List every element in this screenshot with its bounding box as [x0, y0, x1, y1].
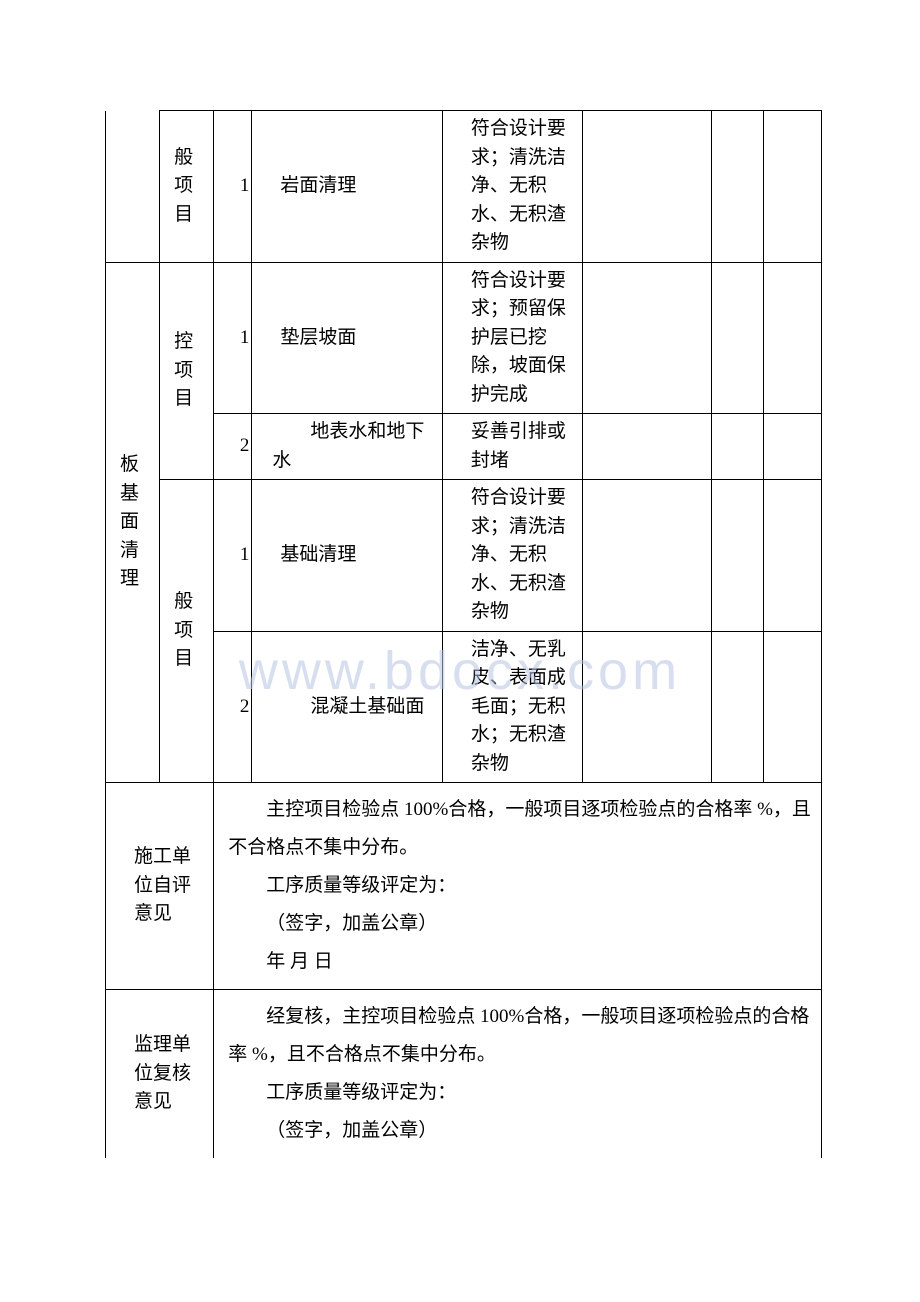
item-cell: 混凝土基础面 [252, 631, 443, 783]
supervision-eval-body: 经复核，主控项目检验点 100%合格，一般项目逐项检验点的合格率 %，且不合格点… [214, 990, 822, 1159]
empty-cell [763, 262, 821, 414]
empty-cell [711, 262, 763, 414]
eval-text: 年 月 日 [228, 943, 811, 981]
empty-cell [711, 414, 763, 480]
construction-eval-label: 施工单位自评意见 [106, 783, 214, 990]
num-cell: 2 [214, 414, 252, 480]
item-cell: 基础清理 [252, 480, 443, 632]
num-cell: 1 [214, 111, 252, 263]
empty-cell [583, 414, 711, 480]
eval-text: 主控项目检验点 100%合格，一般项目逐项检验点的合格率 %，且不合格点不集中分… [228, 791, 811, 867]
group-cell: 般项目 [160, 480, 214, 783]
standard-cell: 妥善引排或封堵 [442, 414, 582, 480]
section-cell [106, 111, 160, 263]
standard-cell: 洁净、无乳皮、表面成毛面；无积水；无积渣杂物 [442, 631, 582, 783]
empty-cell [583, 631, 711, 783]
empty-cell [763, 414, 821, 480]
table-row: 般项目 1 岩面清理 符合设计要求；清洗洁净、无积水、无积渣杂物 [106, 111, 822, 263]
section-cell: 板基面清理 [106, 262, 160, 783]
page-container: 般项目 1 岩面清理 符合设计要求；清洗洁净、无积水、无积渣杂物 板基面清理 控… [0, 0, 920, 1218]
table-row: 2 混凝土基础面 洁净、无乳皮、表面成毛面；无积水；无积渣杂物 [106, 631, 822, 783]
empty-cell [763, 111, 821, 263]
empty-cell [711, 111, 763, 263]
eval-text: （签字，加盖公章） [228, 1112, 811, 1150]
empty-cell [583, 480, 711, 632]
group-cell: 般项目 [160, 111, 214, 263]
eval-text: （签字，加盖公章） [228, 905, 811, 943]
eval-text: 工序质量等级评定为： [228, 1074, 811, 1112]
num-cell: 2 [214, 631, 252, 783]
empty-cell [583, 262, 711, 414]
num-cell: 1 [214, 262, 252, 414]
item-cell: 垫层坡面 [252, 262, 443, 414]
standard-cell: 符合设计要求；清洗洁净、无积水、无积渣杂物 [442, 480, 582, 632]
empty-cell [711, 631, 763, 783]
supervision-eval-label: 监理单位复核意见 [106, 990, 214, 1159]
empty-cell [763, 480, 821, 632]
empty-cell [583, 111, 711, 263]
eval-text: 经复核，主控项目检验点 100%合格，一般项目逐项检验点的合格率 %，且不合格点… [228, 998, 811, 1074]
empty-cell [711, 480, 763, 632]
empty-cell [763, 631, 821, 783]
inspection-table: 般项目 1 岩面清理 符合设计要求；清洗洁净、无积水、无积渣杂物 板基面清理 控… [105, 110, 822, 1158]
standard-cell: 符合设计要求；清洗洁净、无积水、无积渣杂物 [442, 111, 582, 263]
item-cell: 地表水和地下水 [252, 414, 443, 480]
table-row: 施工单位自评意见 主控项目检验点 100%合格，一般项目逐项检验点的合格率 %，… [106, 783, 822, 990]
table-row: 监理单位复核意见 经复核，主控项目检验点 100%合格，一般项目逐项检验点的合格… [106, 990, 822, 1159]
eval-text: 工序质量等级评定为： [228, 867, 811, 905]
item-cell: 岩面清理 [252, 111, 443, 263]
table-row: 般项目 1 基础清理 符合设计要求；清洗洁净、无积水、无积渣杂物 [106, 480, 822, 632]
group-cell: 控项目 [160, 262, 214, 480]
table-row: 2 地表水和地下水 妥善引排或封堵 [106, 414, 822, 480]
standard-cell: 符合设计要求；预留保护层已挖除，坡面保护完成 [442, 262, 582, 414]
table-row: 板基面清理 控项目 1 垫层坡面 符合设计要求；预留保护层已挖除，坡面保护完成 [106, 262, 822, 414]
num-cell: 1 [214, 480, 252, 632]
construction-eval-body: 主控项目检验点 100%合格，一般项目逐项检验点的合格率 %，且不合格点不集中分… [214, 783, 822, 990]
